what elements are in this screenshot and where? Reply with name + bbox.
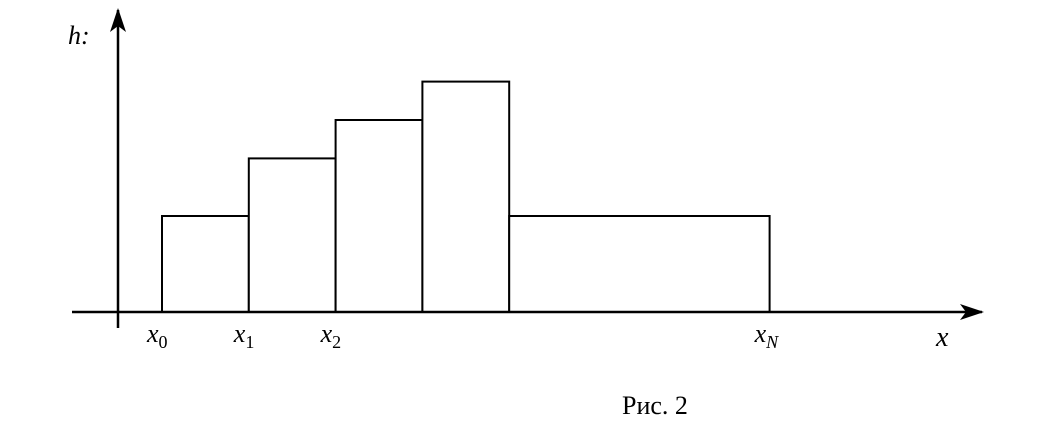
- x-tick-label-2: x2: [320, 319, 342, 352]
- x-tick-labels: x0 x1 x2 xN: [146, 319, 779, 352]
- histogram-bar-3: [421, 80, 511, 313]
- histogram-bar-1: [247, 157, 337, 313]
- histogram-bar-4: [508, 215, 771, 313]
- x-tick-label-n: xN: [754, 319, 780, 352]
- y-axis-label: h:: [68, 21, 90, 50]
- histogram-bars: [161, 80, 771, 313]
- x-axis-label: x: [935, 322, 949, 353]
- histogram-bar-0: [161, 215, 250, 313]
- figure-caption: Рис. 2: [622, 391, 688, 420]
- x-tick-label-1: x1: [233, 319, 255, 352]
- histogram-bar-2: [334, 119, 424, 313]
- x-tick-label-0: x0: [146, 319, 168, 352]
